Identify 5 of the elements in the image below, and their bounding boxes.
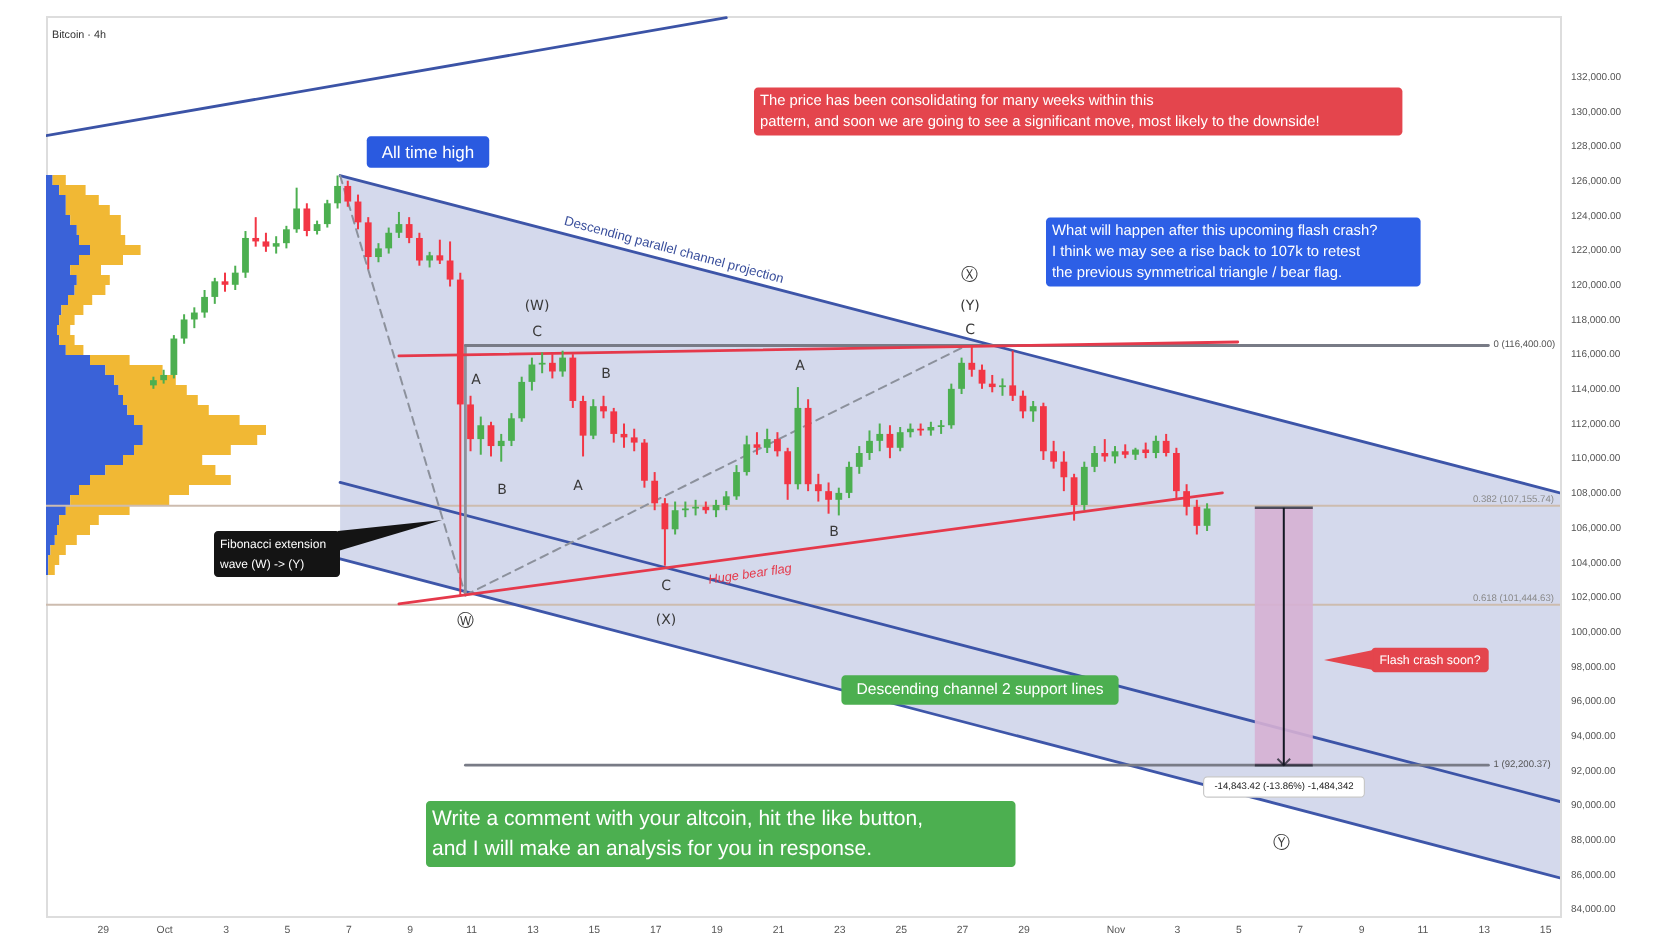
annotation: Ⓦ [457, 610, 475, 632]
annotation: All time high [381, 142, 475, 162]
annotation: Ⓨ [1273, 832, 1291, 854]
annotation: Ⓧ [961, 264, 979, 286]
annotation: Write a comment with your altcoin, hit the like button, and I will make an analysis for you in response. [432, 807, 923, 861]
